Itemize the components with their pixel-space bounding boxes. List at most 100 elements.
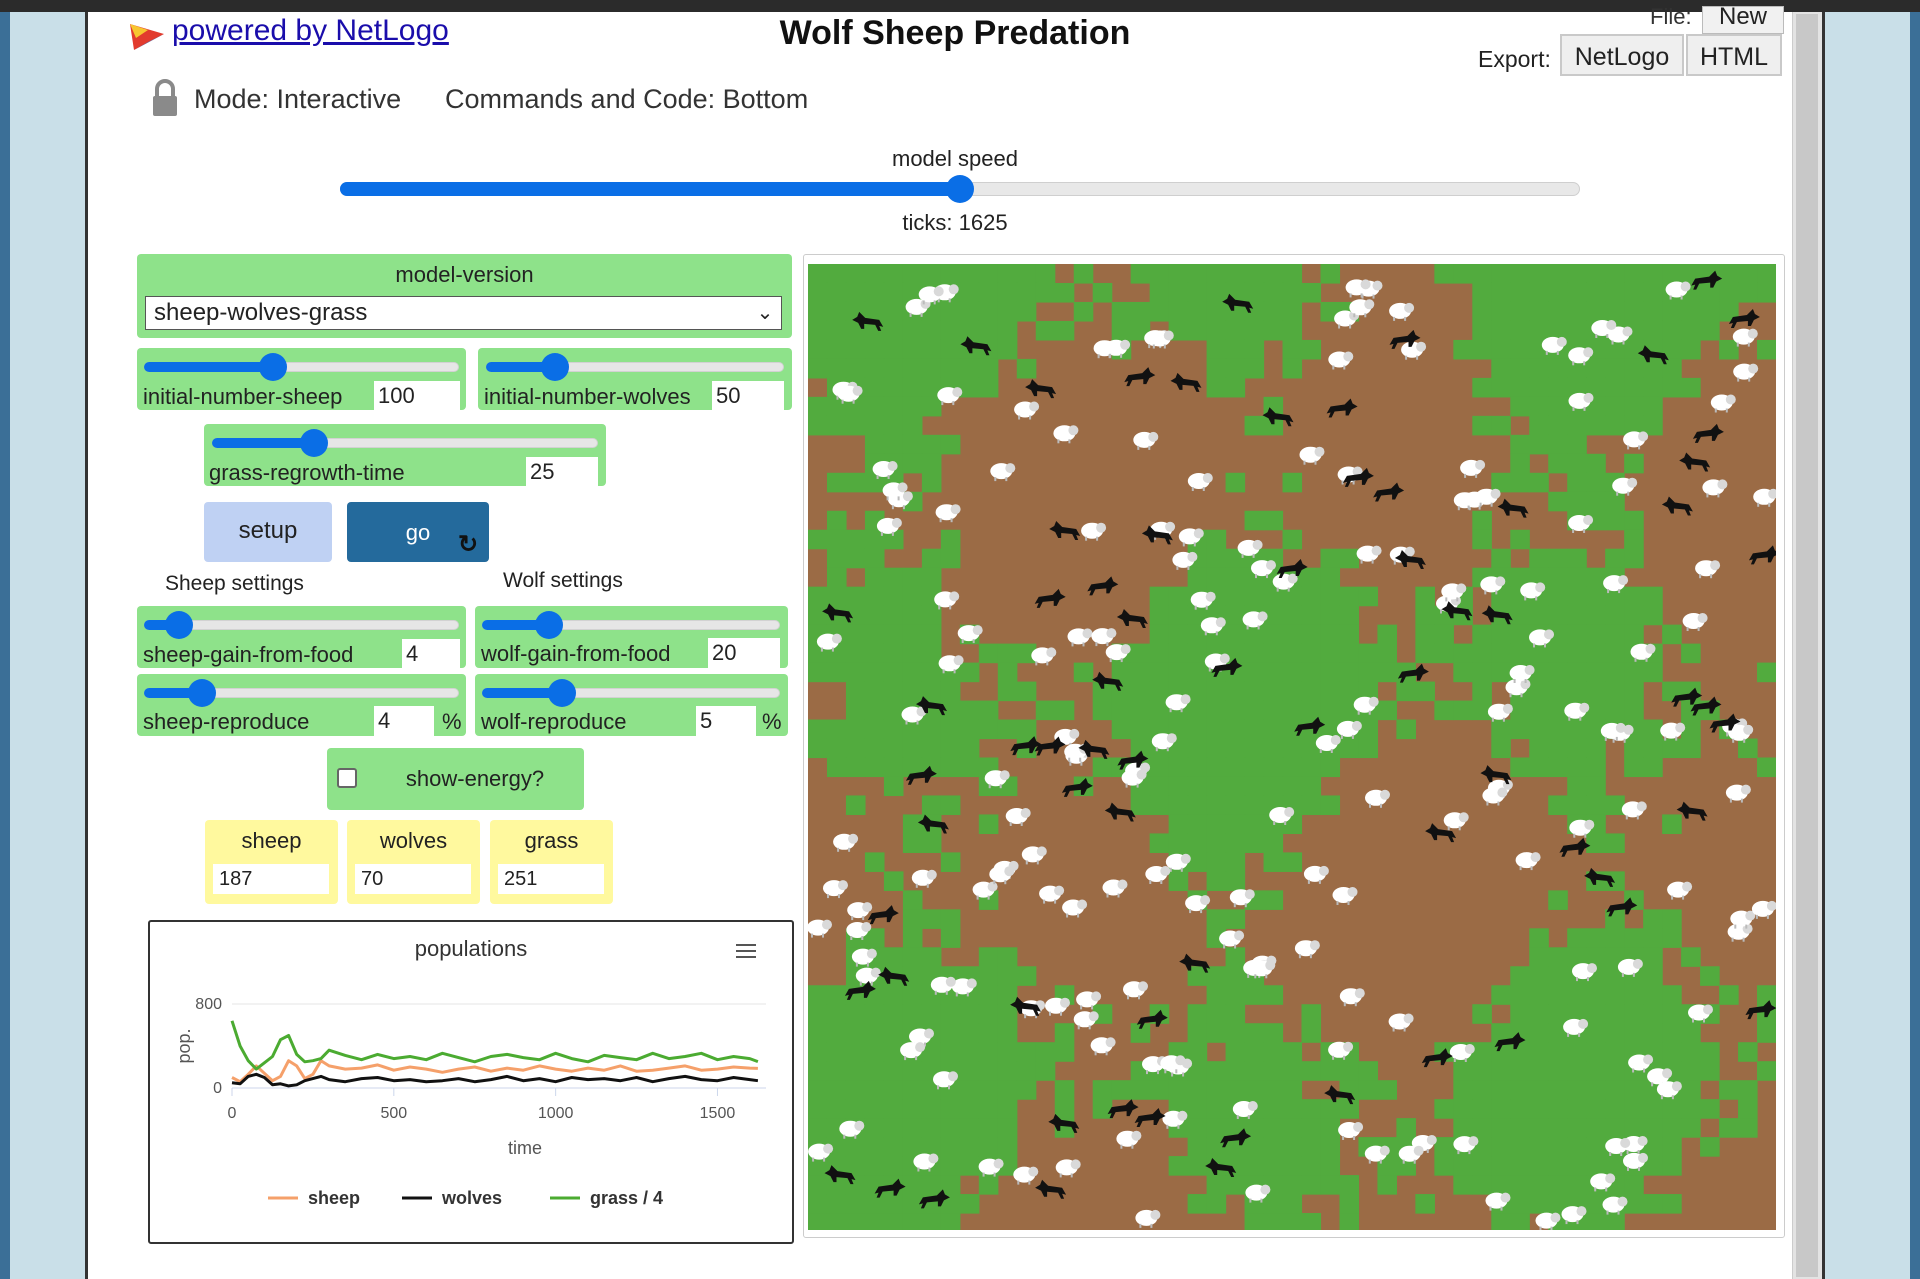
sheep-agent [1005,808,1031,826]
wolves-monitor-label: wolves [379,828,448,853]
sheep-agent [1389,302,1415,321]
file-label: File: [1650,4,1692,29]
sheep-agent [1200,617,1226,636]
wolf-agent [1480,765,1512,785]
populations-chart: populations 0 800 0 500 1000 1500 pop. time sheep… [174,936,766,1208]
powered-by-netlogo-link[interactable]: powered by NetLogo [172,14,449,47]
sheep-agent [847,902,873,921]
sheep-agent [1165,694,1191,713]
sheep-monitor-value: 187 [213,864,329,894]
wolf-agent [918,1189,950,1209]
wolf-agent [1394,550,1426,569]
sheep-agent [823,880,848,899]
sheep-gain-from-food-thumb[interactable] [165,611,193,639]
wolf-agent [1692,423,1724,443]
mode-toggle[interactable]: Mode: Interactive [194,84,402,114]
sheep-monitor-label: sheep [241,828,302,853]
go-button[interactable] [347,502,489,562]
chart-menu-icon[interactable] [736,944,756,958]
export-html-button[interactable]: HTML [1686,34,1782,76]
wolf-agent [1179,953,1211,973]
wolf-agent [905,765,937,785]
sheep-agent [1682,613,1708,631]
sheep-reproduce-thumb[interactable] [188,679,216,707]
chart-legend-item[interactable]: wolves [402,1188,502,1208]
netlogo-logo-icon[interactable] [128,20,168,54]
wolf-agent [1559,837,1591,857]
sheep-agent [1647,1068,1673,1087]
commands-and-code-toggle[interactable]: Commands and Code: Bottom [445,84,809,114]
sheep-agent [1185,895,1211,914]
sheep-agent [1568,392,1594,411]
sheep-agent [1665,281,1691,300]
model-version-select[interactable]: sheep-wolves-grass [145,296,782,330]
initial-number-sheep-thumb[interactable] [259,353,287,381]
sheep-agent [1727,923,1753,942]
show-energy-switch[interactable] [327,748,584,810]
sheep-agent [1045,997,1070,1016]
wolf-reproduce-value[interactable]: 5 [696,706,756,736]
initial-number-wolves-value[interactable]: 50 [712,381,784,411]
export-netlogo-button[interactable]: NetLogo [1560,34,1684,76]
chevron-down-icon[interactable]: ⌄ [756,302,774,324]
sheep-gain-from-food-value[interactable]: 4 [402,639,460,669]
wolf-agent [878,966,910,986]
initial-number-wolves-thumb[interactable] [541,353,569,381]
sheep-agent [1485,1192,1511,1211]
sheep-agent [1091,628,1117,647]
chart-x-tick-label: 1500 [700,1105,736,1122]
scrollbar-thumb[interactable] [1796,14,1818,1277]
chart-y-tick-label: 800 [195,996,222,1013]
chart-x-tick-label: 0 [228,1105,237,1122]
sheep-agent [1269,807,1295,825]
setup-button[interactable]: setup [204,502,332,562]
sheep-reproduce-value[interactable]: 4 [374,706,434,736]
wolves-monitor-value: 70 [355,864,471,894]
grass-regrowth-time-value[interactable]: 25 [526,457,598,487]
sheep-agent [1162,1110,1188,1129]
wolf-agent [1584,867,1616,887]
sheep-agent [1353,696,1379,715]
sheep-agent [1356,545,1382,564]
chart-legend-item[interactable]: sheep [268,1188,360,1208]
sheep-agent [839,1120,865,1139]
wolf-agent [1078,739,1110,759]
world-view[interactable] [808,264,1776,1230]
grass-regrowth-time-thumb[interactable] [300,429,328,457]
show-energy-checkbox[interactable] [337,768,357,788]
chart-legend-item[interactable]: grass / 4 [550,1188,663,1208]
wolf-agent [1035,1179,1067,1199]
wolf-agent [1676,801,1708,821]
wolf-gain-from-food-value[interactable]: 20 [708,638,780,668]
sheep-agent [1515,852,1541,871]
file-new-button[interactable]: New [1702,6,1784,34]
wolf-agent [1025,379,1057,399]
sheep-agent [1090,1037,1116,1056]
wolf-gain-from-food-thumb[interactable] [535,611,563,639]
wolf-agent [1342,467,1374,487]
wolf-agent [1494,1032,1526,1052]
wolf-agent [1205,1158,1237,1177]
sheep-agent [1021,846,1047,865]
sheep-agent [1487,703,1513,722]
sheep-agent [1702,479,1728,498]
sheep-agent [978,1158,1004,1177]
sheep-agent [816,633,842,652]
sheep-agent [1460,459,1486,478]
sheep-agent [1328,1041,1354,1060]
sheep-agent [911,869,937,888]
wolf-agent [1690,696,1722,716]
lock-icon[interactable] [150,78,180,118]
sheep-agent [1710,394,1736,413]
sheep-agent [1388,1013,1414,1032]
sheep-agent [1272,573,1298,592]
grass-monitor-label: grass [524,828,579,853]
sheep-agent [1564,702,1590,721]
wolf-agent [1421,1048,1453,1068]
initial-number-sheep-value[interactable]: 100 [374,381,460,411]
model-speed-thumb[interactable] [946,175,974,203]
wolf-agent [1211,657,1243,677]
sheep-agent [1733,363,1759,382]
wolf-reproduce-thumb[interactable] [548,679,576,707]
wolf-agent [1104,802,1136,822]
